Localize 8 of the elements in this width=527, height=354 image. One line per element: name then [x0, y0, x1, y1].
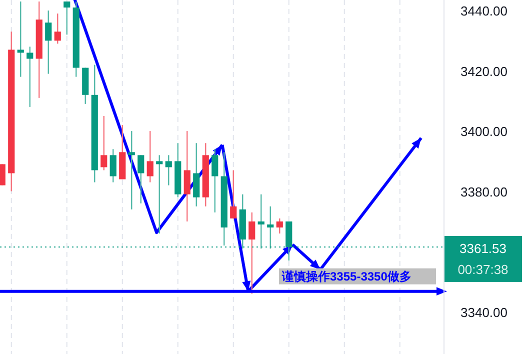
y-tick-label: 3440.00	[460, 4, 508, 19]
text: 00:37:38	[458, 262, 508, 277]
y-tick-label: 3340.00	[460, 304, 508, 320]
y-tick-label: 3380.00	[460, 184, 508, 200]
ref-line-label: 3361.53	[460, 240, 506, 256]
y-tick-label: 3420.00	[460, 64, 508, 79]
y-tick-label: 3400.00	[460, 124, 508, 140]
annotation: 谨慎操作3355-3350做多	[281, 269, 412, 284]
